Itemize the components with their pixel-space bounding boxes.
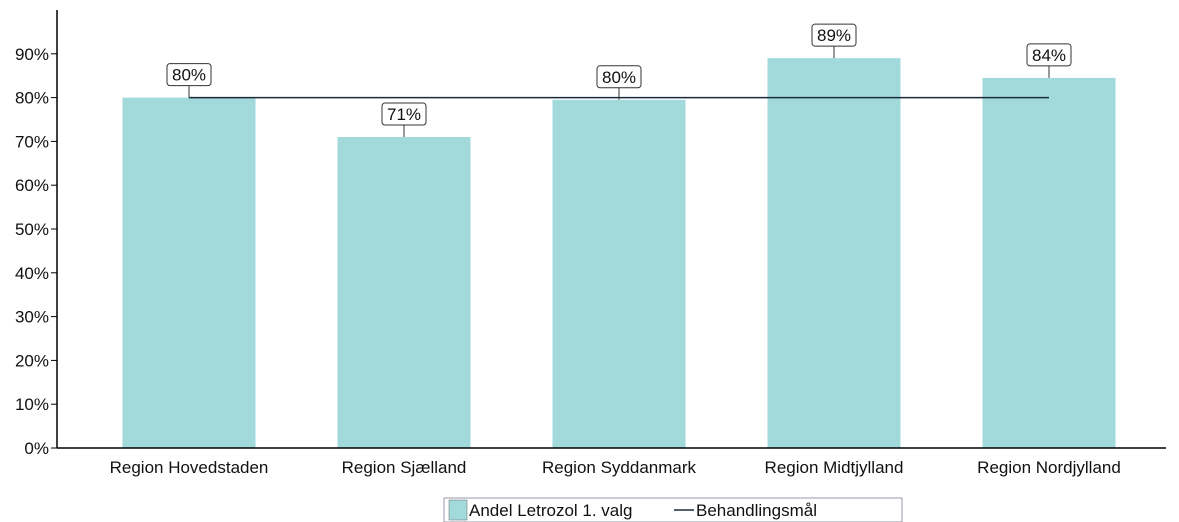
y-tick-label: 50% (15, 220, 49, 239)
y-tick-label: 10% (15, 395, 49, 414)
y-tick-label: 80% (15, 89, 49, 108)
y-tick-label: 60% (15, 176, 49, 195)
x-tick-label: Region Syddanmark (542, 458, 697, 477)
data-label-box (166, 63, 212, 87)
x-tick-label: Region Sjælland (342, 458, 467, 477)
x-axis: Region Hovedstaden Region Sjælland Region … (57, 447, 1166, 477)
bar[interactable] (337, 137, 471, 448)
data-label: 80% (602, 68, 636, 87)
data-label: 80% (172, 66, 206, 85)
x-tick-label: Region Midtjylland (765, 458, 904, 477)
x-tick-label: Region Hovedstaden (110, 458, 269, 477)
legend[interactable]: Andel Letrozol 1. valg Behandlingsmål (443, 497, 903, 522)
y-tick-label: 40% (15, 264, 49, 283)
y-tick-label: 20% (15, 351, 49, 370)
x-tick-label: Region Nordjylland (977, 458, 1121, 477)
y-tick-label: 30% (15, 308, 49, 327)
legend-label: Andel Letrozol 1. valg (469, 501, 633, 520)
data-label-box (811, 23, 857, 47)
bar[interactable] (982, 77, 1116, 448)
bar[interactable] (552, 99, 686, 448)
legend-swatch-bar (448, 499, 468, 521)
legend-box (443, 497, 903, 522)
bar[interactable] (122, 97, 256, 448)
bar[interactable] (767, 58, 901, 449)
y-tick-label: 0% (24, 439, 49, 458)
data-label: 71% (387, 105, 421, 124)
bar-series (122, 58, 1116, 449)
data-label-box (596, 65, 642, 89)
legend-label: Behandlingsmål (696, 501, 817, 520)
y-tick-label: 90% (15, 45, 49, 64)
data-labels: 80% 71% 80% 89% 84% (166, 23, 1072, 138)
data-label-box (381, 102, 427, 126)
data-label-box (1026, 43, 1072, 67)
data-label: 89% (817, 26, 851, 45)
y-tick-label: 70% (15, 132, 49, 151)
data-label: 84% (1032, 46, 1066, 65)
y-axis: 0% 10% 20% 30% 40% 50% 60% 70% 80% 90% (15, 10, 58, 458)
